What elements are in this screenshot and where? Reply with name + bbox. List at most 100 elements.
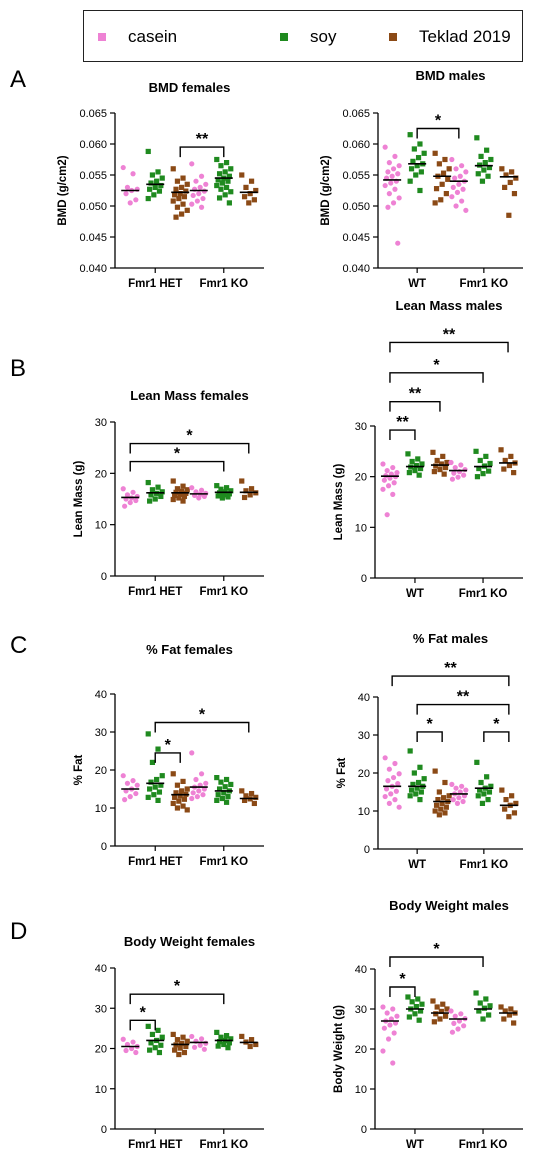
data-point: [418, 169, 424, 175]
legend-marker-soy: [280, 33, 288, 41]
legend-marker-casein: [98, 33, 106, 41]
data-point: [155, 169, 161, 175]
data-point: [440, 453, 446, 459]
data-point: [463, 207, 469, 213]
data-point: [174, 1037, 181, 1043]
data-point: [488, 156, 494, 163]
data-point: [184, 786, 190, 792]
legend-item-soy: soy: [280, 27, 336, 47]
data-point: [127, 499, 133, 506]
data-point: [498, 1004, 504, 1010]
chart-fat_f: % Fat females 0 10 20 30 40 % Fat Fmr1 HET Fmr1 …: [73, 642, 264, 868]
data-point: [436, 789, 442, 795]
data-point: [437, 1016, 443, 1022]
data-point: [241, 797, 248, 803]
legend: casein soy Teklad 2019: [83, 10, 523, 62]
data-point: [413, 791, 419, 797]
y-tick-label: 40: [358, 692, 370, 704]
data-point: [203, 1040, 209, 1046]
y-tick-label: 20: [95, 1044, 107, 1056]
y-axis-label: % Fat: [336, 757, 348, 788]
significance-bracket: [179, 146, 225, 158]
data-point: [413, 172, 419, 178]
data-point: [243, 184, 249, 190]
data-point: [173, 186, 179, 192]
data-point: [151, 792, 157, 798]
data-point: [390, 464, 396, 471]
data-point: [458, 462, 464, 468]
data-point: [147, 498, 153, 504]
data-point: [452, 175, 458, 181]
data-point: [174, 782, 181, 788]
y-axis-label: BMD (g/cm2): [320, 155, 332, 225]
legend-label-casein: casein: [128, 27, 178, 46]
chart-title: BMD females: [149, 80, 231, 95]
data-point: [170, 478, 176, 484]
panel-label-c: C: [10, 632, 28, 659]
data-point: [155, 484, 161, 490]
data-point: [475, 171, 481, 177]
chart-lean_m: Lean Mass males 0 10 20 30 Lean Mass (g) WT Fmr…: [333, 298, 523, 600]
data-point: [179, 211, 185, 217]
data-point: [476, 465, 482, 472]
data-point: [480, 1016, 486, 1022]
data-point: [458, 1011, 464, 1017]
data-point: [154, 178, 160, 184]
data-point: [174, 178, 181, 184]
data-point: [391, 1030, 397, 1036]
data-point: [159, 773, 165, 779]
data-point: [448, 1008, 454, 1014]
data-point: [223, 776, 230, 783]
data-point: [480, 471, 486, 477]
data-point: [486, 164, 493, 171]
data-point: [225, 178, 231, 184]
data-point: [502, 457, 508, 464]
data-point: [451, 1020, 457, 1026]
data-point: [174, 486, 181, 492]
significance-bracket: [389, 956, 484, 967]
data-point: [170, 496, 176, 503]
legend-marker-teklad: [389, 33, 397, 41]
data-point: [247, 1043, 253, 1050]
data-point: [392, 797, 398, 803]
data-point: [214, 775, 220, 781]
y-tick-label: 10: [358, 806, 370, 818]
data-point: [223, 1033, 230, 1039]
data-point: [181, 1049, 188, 1056]
data-point: [488, 783, 494, 789]
data-point: [382, 182, 388, 189]
y-tick-label: 0.040: [342, 263, 370, 275]
y-tick-label: 0.065: [79, 108, 107, 120]
data-point: [445, 176, 451, 182]
significance-label: *: [399, 971, 406, 988]
data-point: [170, 800, 176, 807]
data-point: [197, 1042, 203, 1048]
x-tick-label: Fmr1 HET: [128, 856, 182, 868]
x-tick-label: Fmr1 KO: [199, 1139, 248, 1151]
data-point: [155, 746, 161, 752]
chart-title: Body Weight males: [389, 898, 509, 913]
significance-label: **: [196, 131, 209, 148]
data-point: [461, 472, 467, 478]
data-point: [475, 793, 481, 799]
data-point: [486, 1012, 492, 1018]
y-tick-label: 0.060: [342, 139, 370, 151]
data-point: [456, 181, 462, 187]
data-point: [463, 169, 469, 175]
y-tick-label: 0.050: [79, 201, 107, 213]
y-tick-label: 30: [95, 727, 107, 739]
significance-label: **: [443, 326, 456, 343]
data-point: [442, 1013, 449, 1019]
x-tick-label: Fmr1 HET: [128, 586, 182, 598]
data-point: [383, 786, 390, 792]
y-tick-label: 10: [95, 803, 107, 815]
data-point: [247, 492, 253, 498]
data-point: [159, 175, 165, 181]
data-point: [415, 155, 422, 161]
data-point: [149, 487, 156, 493]
data-point: [459, 783, 465, 789]
data-point: [219, 180, 225, 186]
data-point: [222, 192, 228, 198]
data-point: [219, 795, 225, 802]
data-point: [203, 780, 209, 786]
